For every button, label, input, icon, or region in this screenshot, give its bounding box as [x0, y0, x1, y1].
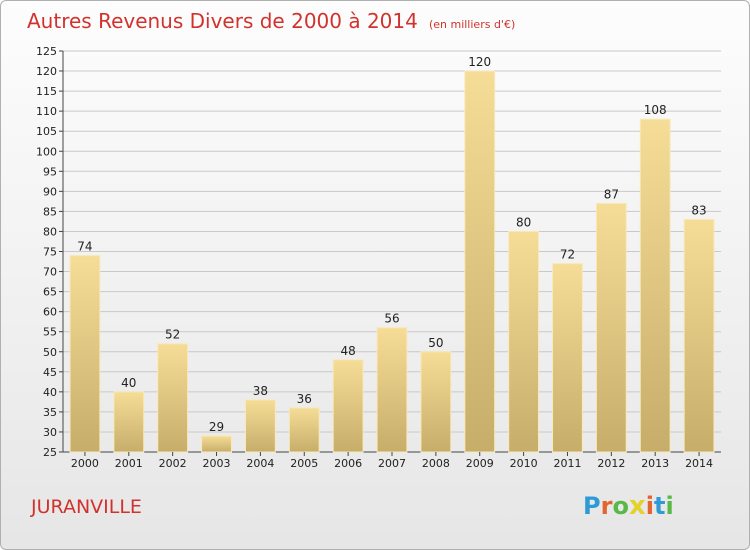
town-label: JURANVILLE [31, 496, 142, 518]
data-label: 29 [209, 420, 224, 434]
y-tick-label: 125 [36, 45, 57, 58]
y-tick-label: 55 [43, 326, 57, 339]
bar [639, 118, 671, 453]
data-label: 50 [428, 336, 443, 350]
y-tick-label: 40 [43, 386, 57, 399]
chart-subtitle: (en milliers d'€) [428, 18, 516, 31]
data-label: 36 [297, 392, 312, 406]
data-label: 87 [604, 187, 619, 201]
logo-letter: o [612, 492, 629, 520]
y-tick-label: 75 [43, 246, 57, 259]
x-tick-label: 2009 [466, 457, 494, 470]
x-tick-label: 2004 [246, 457, 274, 470]
x-tick-label: 2006 [334, 457, 362, 470]
bar [157, 343, 189, 453]
y-tick-label: 65 [43, 286, 57, 299]
bar [332, 359, 364, 453]
logo-letter: i [645, 492, 654, 520]
y-tick-label: 90 [43, 185, 57, 198]
x-tick-label: 2000 [71, 457, 99, 470]
bar [683, 218, 715, 453]
proxiti-logo: Proxiti [583, 491, 674, 521]
x-tick-label: 2011 [553, 457, 581, 470]
bar [552, 263, 583, 453]
y-tick-label: 30 [43, 426, 57, 439]
bar [288, 407, 320, 453]
y-tick-label: 105 [36, 125, 57, 138]
y-tick-label: 50 [43, 346, 57, 359]
data-label: 83 [691, 203, 706, 217]
bar [508, 230, 540, 453]
x-tick-label: 2014 [685, 457, 713, 470]
x-tick-label: 2007 [378, 457, 406, 470]
y-tick-label: 60 [43, 306, 57, 319]
x-tick-label: 2001 [115, 457, 143, 470]
y-tick-label: 110 [36, 105, 57, 118]
data-label: 108 [644, 103, 667, 117]
y-tick-label: 85 [43, 205, 57, 218]
y-tick-label: 35 [43, 406, 57, 419]
bar [420, 351, 452, 453]
x-tick-label: 2002 [159, 457, 187, 470]
x-tick-label: 2005 [290, 457, 318, 470]
y-tick-label: 120 [36, 65, 57, 78]
data-label: 48 [340, 344, 355, 358]
x-tick-label: 2010 [510, 457, 538, 470]
logo-letter: i [665, 492, 674, 520]
bar [376, 327, 408, 453]
data-label: 74 [77, 240, 92, 254]
bar [464, 70, 496, 453]
x-tick-label: 2012 [597, 457, 625, 470]
data-label: 52 [165, 328, 180, 342]
x-tick-label: 2003 [203, 457, 231, 470]
logo-letter: t [653, 492, 666, 520]
x-tick-label: 2013 [641, 457, 669, 470]
data-label: 40 [121, 376, 136, 390]
y-tick-label: 80 [43, 225, 57, 238]
data-label: 72 [560, 248, 575, 262]
y-tick-label: 95 [43, 165, 57, 178]
logo-letter: r [600, 492, 613, 520]
bar [595, 202, 627, 453]
chart-title: Autres Revenus Divers de 2000 à 2014 [27, 9, 418, 33]
bar [69, 255, 101, 453]
data-label: 38 [253, 384, 268, 398]
y-tick-label: 70 [43, 266, 57, 279]
y-tick-label: 100 [36, 145, 57, 158]
y-tick-label: 25 [43, 446, 57, 459]
data-label: 120 [468, 55, 491, 69]
data-label: 56 [384, 312, 399, 326]
data-label: 80 [516, 215, 531, 229]
bar [201, 435, 232, 453]
bar [244, 399, 276, 453]
y-tick-label: 45 [43, 366, 57, 379]
logo-letter: x [628, 491, 646, 521]
y-tick-label: 115 [36, 85, 57, 98]
bar [113, 391, 145, 453]
chart-title-block: Autres Revenus Divers de 2000 à 2014 (en… [27, 9, 515, 33]
x-tick-label: 2008 [422, 457, 450, 470]
logo-letter: P [583, 492, 601, 520]
